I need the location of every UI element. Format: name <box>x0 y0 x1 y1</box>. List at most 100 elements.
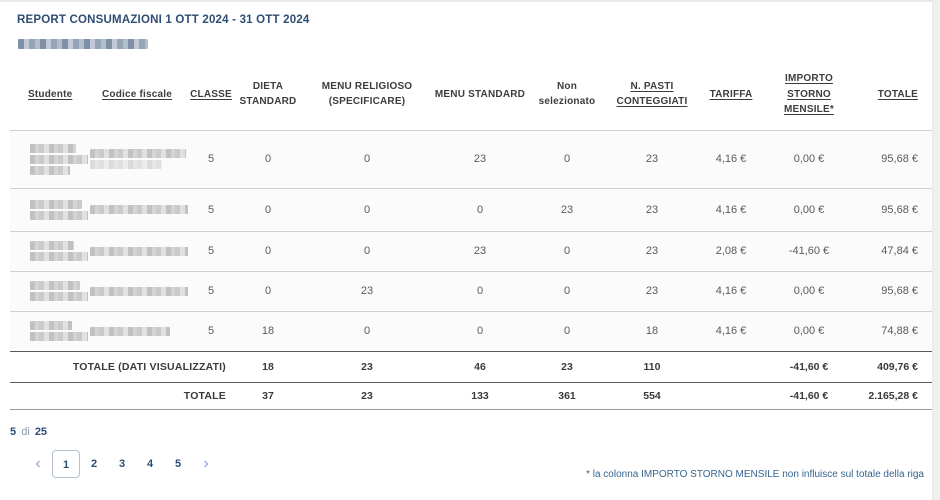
redacted-text-line <box>30 199 82 209</box>
totals-cell-importo_storno: -41,60 € <box>764 381 854 410</box>
redacted-text-line <box>90 160 162 169</box>
cell-totale: 47,84 € <box>854 230 932 271</box>
totals-cell-totale: 2.165,28 € <box>854 381 932 410</box>
cell-classe: 5 <box>188 187 234 231</box>
cell-importo_storno: 0,00 € <box>764 129 854 188</box>
redacted-text-line <box>30 241 74 250</box>
cell-n_pasti: 23 <box>606 187 698 231</box>
column-header-totale[interactable]: TOTALE <box>877 88 918 100</box>
cell-menu_standard: 0 <box>432 270 528 311</box>
school-name-redacted <box>18 39 148 49</box>
cell-non_selezionato: 0 <box>528 270 606 311</box>
totals-cell-non_selezionato: 361 <box>528 381 606 410</box>
column-header-tariffa[interactable]: TARIFFA <box>709 88 753 100</box>
redacted-text-line <box>90 286 218 296</box>
pagination-separator: di <box>21 425 30 438</box>
column-header-menu_religioso: MENU RELIGIOSO (SPECIFICARE) <box>321 80 413 108</box>
cell-non_selezionato: 0 <box>528 129 606 188</box>
cell-menu_religioso: 0 <box>302 129 432 188</box>
pagination-summary: 5 di 25 <box>10 426 932 438</box>
cell-tariffa: 2,08 € <box>698 230 764 271</box>
column-header-n_pasti[interactable]: N. PASTI CONTEGGIATI <box>616 80 688 108</box>
redacted-text-line <box>30 210 98 220</box>
prev-page-icon[interactable]: ‹ <box>24 450 52 478</box>
cell-non_selezionato: 0 <box>528 230 606 271</box>
page-button-2[interactable]: 2 <box>80 450 108 478</box>
cell-classe: 5 <box>188 310 234 351</box>
cell-tariffa: 4,16 € <box>698 129 764 188</box>
cell-totale: 95,68 € <box>854 129 932 188</box>
column-header-codice_fiscale[interactable]: Codice fiscale <box>102 88 173 100</box>
totals-cell-totale: 409,76 € <box>854 350 932 382</box>
cell-importo_storno: 0,00 € <box>764 187 854 231</box>
student-row: 5 18 0 0 0 18 4,16 €0,00 €74,88 € <box>10 310 932 351</box>
page-button-5[interactable]: 5 <box>164 450 192 478</box>
cell-dieta_standard: 0 <box>234 129 302 188</box>
consumption-report-table: Studente Codice fiscale CLASSE DIETA STANDA… <box>10 65 932 410</box>
cell-totale: 95,68 € <box>854 187 932 231</box>
totals-cell-tariffa <box>698 350 764 382</box>
redacted-text-line <box>90 205 190 214</box>
redacted-text-line <box>30 143 76 153</box>
redacted-text-line <box>90 326 170 336</box>
totals-cell-menu_religioso: 23 <box>302 350 432 382</box>
redacted-text-line <box>30 332 96 341</box>
cell-non_selezionato: 0 <box>528 310 606 351</box>
page-button-3[interactable]: 3 <box>108 450 136 478</box>
pagination-total-count: 25 <box>34 425 48 438</box>
student-row: 5 0 0 0 23 23 4,16 €0,00 €95,68 € <box>10 187 932 231</box>
next-page-icon[interactable]: › <box>192 450 220 478</box>
cell-codice-fiscale-redacted <box>88 187 190 231</box>
cell-studente-redacted <box>10 310 96 351</box>
page-button-4[interactable]: 4 <box>136 450 164 478</box>
cell-non_selezionato: 23 <box>528 187 606 231</box>
cell-tariffa: 4,16 € <box>698 310 764 351</box>
cell-classe: 5 <box>188 129 234 188</box>
cell-studente-redacted <box>10 270 92 311</box>
redacted-text-line <box>30 281 80 290</box>
cell-menu_religioso: 0 <box>302 230 432 271</box>
cell-classe: 5 <box>188 270 234 311</box>
totals-cell-menu_religioso: 23 <box>302 381 432 410</box>
redacted-text-line <box>30 292 92 301</box>
cell-totale: 74,88 € <box>854 310 932 351</box>
column-header-classe[interactable]: CLASSE <box>190 88 232 100</box>
page-button-1[interactable]: 1 <box>52 449 80 478</box>
redacted-text-line <box>30 154 92 164</box>
column-header-importo_storno[interactable]: IMPORTO STORNO MENSILE* <box>784 73 834 115</box>
totals-row-visualized: TOTALE (DATI VISUALIZZATI) 18 23 46 23 110 -41… <box>10 350 932 382</box>
redacted-text-line <box>30 252 88 261</box>
cell-dieta_standard: 0 <box>234 270 302 311</box>
report-page: REPORT CONSUMAZIONI 1 OTT 2024 - 31 OTT … <box>0 2 932 478</box>
totals-row-global: TOTALE 37 23 133 361 554 -41,60 €2.165,28 € <box>10 381 932 410</box>
cell-menu_religioso: 0 <box>302 310 432 351</box>
redacted-text-line <box>90 149 186 158</box>
cell-classe: 5 <box>188 230 234 271</box>
cell-menu_religioso: 23 <box>302 270 432 311</box>
totals-cell-tariffa <box>698 381 764 410</box>
cell-codice-fiscale-redacted <box>88 230 230 271</box>
redacted-text-line <box>30 321 72 330</box>
cell-codice-fiscale-redacted <box>88 270 218 311</box>
cell-menu_standard: 0 <box>432 310 528 351</box>
column-header-non_selezionato: Non selezionato <box>538 80 596 108</box>
totals-cell-menu_standard: 133 <box>432 381 528 410</box>
page-title: REPORT CONSUMAZIONI 1 OTT 2024 - 31 OTT … <box>17 14 310 26</box>
column-header-studente[interactable]: Studente <box>28 88 73 100</box>
cell-dieta_standard: 0 <box>234 187 302 231</box>
totals-label: TOTALE <box>10 381 234 410</box>
student-row: 5 0 23 0 0 23 4,16 €0,00 €95,68 € <box>10 270 932 311</box>
totals-cell-n_pasti: 110 <box>606 350 698 382</box>
page-right-edge <box>932 0 940 500</box>
totals-cell-n_pasti: 554 <box>606 381 698 410</box>
cell-n_pasti: 23 <box>606 230 698 271</box>
totals-cell-dieta_standard: 37 <box>234 381 302 410</box>
cell-studente-redacted <box>10 230 88 271</box>
student-row: 5 0 0 23 0 23 4,16 €0,00 €95,68 € <box>10 129 932 188</box>
cell-tariffa: 4,16 € <box>698 187 764 231</box>
cell-menu_standard: 0 <box>432 187 528 231</box>
redacted-text-line <box>90 246 230 256</box>
table-header-row: Studente Codice fiscale CLASSE DIETA STANDA… <box>10 65 932 130</box>
cell-totale: 95,68 € <box>854 270 932 311</box>
cell-menu_religioso: 0 <box>302 187 432 231</box>
